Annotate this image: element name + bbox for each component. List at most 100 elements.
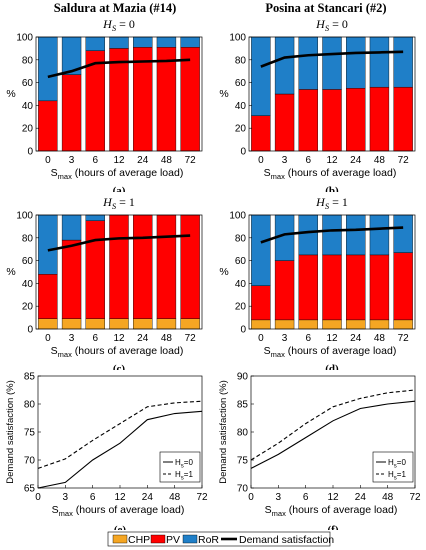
x-tick-label: 0 <box>45 333 51 344</box>
y-tick-label: 60 <box>22 256 34 267</box>
legend-swatch-chp <box>112 534 128 544</box>
x-tick-label: 6 <box>93 333 99 344</box>
legend-entry-label: Hs=1 <box>175 470 193 482</box>
bar-pv-0 <box>251 115 271 152</box>
x-tick-label: 12 <box>326 155 338 166</box>
bar-pv-12 <box>109 48 129 152</box>
y-tick-label: 100 <box>229 33 246 44</box>
bar-ror-48 <box>369 36 390 88</box>
y-axis-label: % <box>6 88 15 100</box>
x-axis-label: Smax (hours of average load) <box>51 167 184 181</box>
x-tick-label: 24 <box>142 492 154 503</box>
x-tick-label: 0 <box>35 492 41 503</box>
bar-ror-6 <box>85 36 105 51</box>
y-tick-label: 85 <box>237 400 249 411</box>
bar-pv-6 <box>298 254 318 321</box>
legend-swatch-ror <box>182 534 198 544</box>
y-tick-label: 80 <box>22 233 34 244</box>
x-tick-label: 72 <box>398 333 410 344</box>
bar-pv-72 <box>393 252 413 321</box>
panel-label: (e) <box>114 524 127 530</box>
x-tick-label: 48 <box>169 492 181 503</box>
bar-pv-12 <box>322 89 342 152</box>
y-tick-label: 75 <box>24 428 36 439</box>
bar-ror-0 <box>38 36 58 102</box>
x-axis-label: Smax (hours of average load) <box>264 345 397 359</box>
bar-ror-72 <box>393 214 413 253</box>
y-tick-label: 0 <box>27 147 33 158</box>
x-tick-label: 6 <box>306 155 312 166</box>
y-tick-label: 60 <box>235 256 247 267</box>
panel-label: (c) <box>113 363 126 370</box>
bar-pv-6 <box>298 89 318 152</box>
bar-pv-48 <box>369 86 390 152</box>
bar-pv-0 <box>38 274 58 319</box>
y-tick-label: 80 <box>235 55 247 66</box>
y-tick-label: 0 <box>240 147 246 158</box>
legend-label: Demand satisfaction <box>239 534 334 546</box>
bar-ror-3 <box>61 214 82 241</box>
y-tick-label: 80 <box>235 233 247 244</box>
x-tick-label: 48 <box>374 155 386 166</box>
bar-pv-3 <box>61 74 82 152</box>
legend-label: RoR <box>198 534 219 546</box>
x-tick-label: 48 <box>161 333 173 344</box>
y-tick-label: 75 <box>237 456 249 467</box>
y-tick-label: 20 <box>22 124 34 135</box>
y-tick-label: 70 <box>24 456 36 467</box>
y-tick-label: 0 <box>27 325 33 336</box>
y-tick-label: 70 <box>237 484 249 495</box>
legend-swatch-pv <box>150 534 166 544</box>
y-tick-label: 20 <box>22 302 34 313</box>
x-axis-label: Smax (hours of average load) <box>265 504 398 518</box>
x-tick-label: 0 <box>258 333 264 344</box>
bar-ror-0 <box>251 214 271 286</box>
legend-entry-label: Hs=1 <box>388 470 406 482</box>
bar-ror-72 <box>393 36 413 88</box>
bar-chp-48 <box>369 319 390 330</box>
bar-chart-b: HS = 0 0 3 6 12 24 48 72 0 20 40 60 80 100% Smax (hour… <box>219 17 416 192</box>
x-tick-label: 12 <box>327 492 339 503</box>
bar-chp-72 <box>180 318 200 330</box>
y-tick-label: 80 <box>22 55 34 66</box>
x-tick-label: 12 <box>326 333 338 344</box>
x-tick-label: 12 <box>113 155 125 166</box>
bar-pv-3 <box>274 260 295 321</box>
bar-chp-6 <box>85 318 105 330</box>
y-tick-label: 90 <box>237 372 249 383</box>
y-tick-label: 40 <box>22 279 34 290</box>
line-chart-e: 65 70 75 80 85 0 3 6 12 24 48 72 Demand satisfaction… <box>5 372 208 531</box>
x-tick-label: 24 <box>355 492 367 503</box>
line-legend-box <box>372 451 414 483</box>
bar-pv-72 <box>180 214 200 319</box>
y-tick-label: 100 <box>16 211 33 222</box>
demand-satisfaction-line <box>260 50 404 68</box>
y-axis-label: % <box>219 88 228 100</box>
demand-satisfaction-line <box>47 58 191 79</box>
demand-satisfaction-line <box>260 226 404 244</box>
y-tick-label: 40 <box>235 279 247 290</box>
bar-pv-3 <box>274 93 295 152</box>
x-tick-label: 48 <box>374 333 386 344</box>
column-title-right: Posina at Stancari (#2) <box>265 1 387 15</box>
bar-pv-72 <box>393 86 413 152</box>
legend-label: PV <box>166 534 180 546</box>
y-axis-label: Demand satisfaction (%) <box>218 380 229 483</box>
legend-entry-label: Hs=0 <box>388 458 406 470</box>
bar-ror-24 <box>346 36 366 89</box>
x-tick-label: 6 <box>93 155 99 166</box>
y-axis-label: % <box>219 266 228 278</box>
x-tick-label: 72 <box>196 492 208 503</box>
x-tick-label: 3 <box>282 155 288 166</box>
y-tick-label: 0 <box>240 325 246 336</box>
legend-entry-label: Hs=0 <box>175 458 193 470</box>
bar-pv-48 <box>369 254 390 321</box>
y-tick-label: 20 <box>235 124 247 135</box>
line-legend-box <box>159 451 201 483</box>
bar-ror-12 <box>109 36 129 49</box>
bar-ror-48 <box>156 36 177 48</box>
x-axis-label: Smax (hours of average load) <box>51 345 184 359</box>
bar-ror-0 <box>251 36 271 116</box>
bar-pv-72 <box>180 47 200 152</box>
x-tick-label: 72 <box>185 333 197 344</box>
